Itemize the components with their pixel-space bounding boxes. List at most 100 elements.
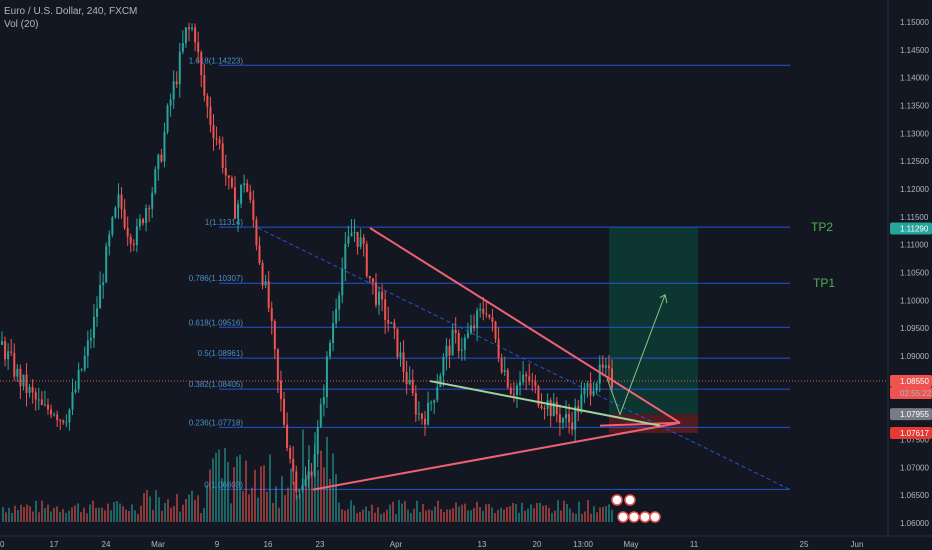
volume-bar [158, 497, 160, 522]
take-profit-zone[interactable] [609, 227, 698, 415]
price-tick-label: 1.09500 [900, 324, 929, 333]
candle-body [411, 379, 414, 394]
candle-body [224, 167, 227, 176]
price-tick-label: 1.06000 [900, 519, 929, 528]
candle-body [96, 308, 99, 317]
volume-bar [437, 500, 439, 522]
volume-bar [155, 490, 157, 522]
candle-body [16, 368, 19, 377]
tp2-price-tag-bg [890, 222, 932, 235]
triangle-lower-line[interactable] [312, 421, 681, 491]
volume-bar [71, 507, 73, 522]
candle-body [304, 479, 307, 486]
candle-body [482, 308, 485, 314]
price-tick-label: 1.09000 [900, 352, 929, 361]
candle-body [261, 263, 264, 286]
candle-body [512, 393, 515, 395]
volume-bar [221, 478, 223, 522]
support-trendline[interactable] [429, 380, 661, 427]
candle-body [240, 185, 243, 204]
economic-event-icon[interactable] [624, 494, 636, 506]
time-tick-label: Apr [390, 540, 403, 549]
volume-bar [554, 510, 556, 522]
candle-body [102, 282, 105, 286]
volume-indicator-label[interactable]: Vol (20) [4, 19, 39, 30]
candle-body [378, 291, 381, 305]
volume-bar [329, 478, 331, 522]
candle-body [396, 328, 399, 358]
candle-body [571, 422, 574, 430]
fib-level-label: 0.786(1.10307) [189, 274, 244, 283]
candle-body [586, 383, 589, 388]
time-tick-label: 0 [0, 540, 5, 549]
candle-body [491, 317, 494, 322]
volume-bar [413, 508, 415, 522]
tp2-price-tag-text: 1.11290 [900, 225, 929, 234]
volume-bar [11, 512, 13, 522]
volume-bar [83, 507, 85, 522]
dashed-trendline[interactable] [257, 227, 791, 491]
volume-bar [209, 469, 211, 522]
volume-bar [611, 509, 613, 522]
entry-price-tag-bg [890, 408, 932, 421]
volume-bar [293, 481, 295, 522]
volume-bar [113, 501, 115, 522]
volume-bar [467, 510, 469, 522]
price-tick-label: 1.07000 [900, 463, 929, 472]
volume-bar [191, 490, 193, 522]
candle-body [381, 291, 384, 300]
economic-event-icon[interactable] [639, 511, 651, 523]
triangle-upper-line[interactable] [369, 227, 681, 424]
candle-body [105, 246, 108, 283]
volume-bar [494, 513, 496, 522]
economic-event-icon[interactable] [617, 511, 629, 523]
candle-body [273, 320, 276, 350]
candle-body [371, 278, 374, 283]
candle-body [289, 447, 292, 459]
volume-bar [608, 504, 610, 522]
volume-bar [395, 513, 397, 522]
candle-body [460, 349, 463, 351]
candle-body [568, 413, 571, 423]
projection-path[interactable] [606, 294, 666, 416]
volume-bar [269, 454, 271, 522]
candle-body [451, 329, 454, 356]
candle-body [50, 409, 53, 415]
candle-body [466, 332, 469, 338]
price-tick-label: 1.11500 [900, 213, 929, 222]
triangle-apex-segment[interactable] [599, 421, 681, 427]
volume-bar [278, 507, 280, 522]
volume-bar [410, 513, 412, 522]
volume-bar [59, 511, 61, 522]
candle-body [53, 414, 56, 416]
economic-event-icon[interactable] [628, 511, 640, 523]
candle-body [362, 237, 365, 244]
candle-body [534, 381, 537, 387]
volume-bar [119, 503, 121, 522]
economic-event-icon[interactable] [649, 511, 661, 523]
volume-bar [569, 508, 571, 522]
volume-bar [530, 504, 532, 522]
volume-bar [590, 513, 592, 522]
volume-bar [602, 507, 604, 522]
candle-body [154, 169, 157, 193]
economic-event-icon[interactable] [611, 494, 623, 506]
volume-bar [416, 500, 418, 522]
fib-level-label: 0.236(1.07718) [189, 418, 244, 427]
volume-bar [35, 500, 37, 522]
time-tick-label: 13 [478, 540, 487, 549]
volume-bar [317, 469, 319, 522]
volume-bar [563, 500, 565, 522]
candle-body [157, 154, 160, 170]
candle-body [108, 234, 111, 247]
candle-body [62, 420, 65, 423]
candle-body [448, 345, 451, 356]
candle-body [439, 375, 442, 388]
volume-bar [32, 511, 34, 522]
candle-body [267, 281, 270, 309]
candle-body [172, 81, 175, 100]
symbol-title[interactable]: Euro / U.S. Dollar, 240, FXCM [4, 6, 138, 17]
candle-body [473, 325, 476, 329]
